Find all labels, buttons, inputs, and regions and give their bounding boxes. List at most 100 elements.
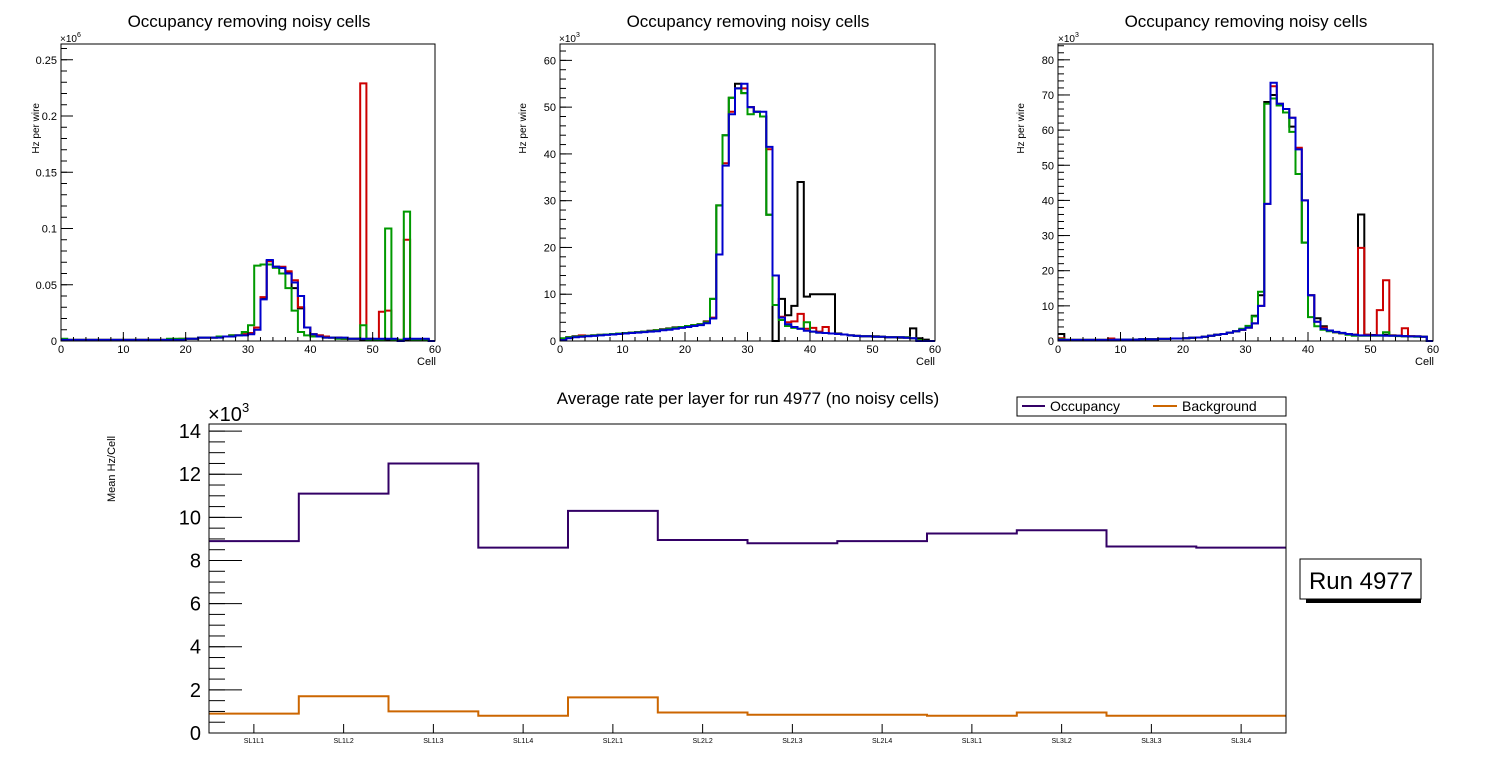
annotation-box xyxy=(1299,558,1422,600)
plot-frame xyxy=(208,423,1287,734)
y-tick-label: 10 xyxy=(544,289,556,301)
series-line-background xyxy=(209,695,1286,717)
x-tick-label: SL1L2 xyxy=(334,738,354,745)
x-tick-label: 10 xyxy=(1114,344,1126,356)
x-tick-label: SL1L1 xyxy=(244,738,264,745)
panel-title: Average rate per layer for run 4977 (no … xyxy=(557,389,939,408)
legend-label-occupancy: Occupancy xyxy=(1050,398,1120,414)
histogram-lines xyxy=(1058,81,1433,342)
y-tick-label: 0.15 xyxy=(36,167,57,179)
y-tick-label: 0 xyxy=(1048,336,1054,348)
y-tick-label: 0.2 xyxy=(42,111,57,123)
y-tick-label: 0.05 xyxy=(36,280,57,292)
y-tick-label: 20 xyxy=(544,242,556,254)
x-axis-label: Cell xyxy=(1415,356,1434,368)
x-axis-label: Cell xyxy=(916,356,935,368)
plot-frame xyxy=(60,43,436,342)
axes: 0 10 20 30 40 50 60 0 10 20 30 40 50 60 xyxy=(544,43,941,356)
y-tick-label: 0 xyxy=(190,723,201,745)
y-tick-label: 0 xyxy=(550,336,556,348)
x-tick-label: 50 xyxy=(367,344,379,356)
x-tick-label: 60 xyxy=(429,344,441,356)
series-line-green xyxy=(560,87,935,342)
y-tick-label: 14 xyxy=(179,421,201,443)
x-tick-label: SL2L4 xyxy=(872,738,892,745)
run-annotation: Run 4977 xyxy=(1299,558,1422,603)
histogram-lines xyxy=(61,82,435,342)
y-tick-label: 50 xyxy=(1042,160,1054,172)
annotation-shadow xyxy=(1306,599,1421,603)
y-tick-label: 60 xyxy=(544,55,556,67)
legend-box xyxy=(1016,396,1287,417)
legend-label-background: Background xyxy=(1182,398,1257,414)
y-tick-label: 40 xyxy=(1042,195,1054,207)
y-tick-label: 40 xyxy=(544,149,556,161)
y-tick-label: 60 xyxy=(1042,125,1054,137)
x-tick-label: 0 xyxy=(58,344,64,356)
y-axis-label: Hz per wire xyxy=(1016,103,1027,154)
x-tick-label: SL2L3 xyxy=(782,738,802,745)
y-axis-label: Hz per wire xyxy=(518,103,529,154)
x-tick-label: 60 xyxy=(929,344,941,356)
y-axis-label: Mean Hz/Cell xyxy=(106,436,118,502)
y-multiplier: ×103 xyxy=(559,32,580,45)
x-tick-label: 10 xyxy=(117,344,129,356)
y-tick-label: 12 xyxy=(179,464,201,486)
x-tick-label: SL3L3 xyxy=(1141,738,1161,745)
y-tick-label: 30 xyxy=(544,196,556,208)
y-tick-label: 8 xyxy=(190,550,201,572)
x-tick-label: 30 xyxy=(242,344,254,356)
series-line-black xyxy=(560,82,935,342)
y-tick-label: 50 xyxy=(544,102,556,114)
series-line-blue xyxy=(1058,81,1433,342)
x-tick-label: SL3L4 xyxy=(1231,738,1251,745)
series-line-red xyxy=(61,82,435,342)
x-tick-label: 10 xyxy=(616,344,628,356)
series-line-blue xyxy=(61,259,435,342)
x-tick-label: SL3L1 xyxy=(962,738,982,745)
x-tick-label: SL1L3 xyxy=(423,738,443,745)
y-tick-label: 0.25 xyxy=(36,55,57,67)
panel-occupancy-1: Occupancy removing noisy cells Hz per wi… xyxy=(31,12,441,368)
series-line-red xyxy=(1058,85,1433,342)
panel-average-rate: Average rate per layer for run 4977 (no … xyxy=(106,389,1422,745)
y-tick-label: 10 xyxy=(179,507,201,529)
panel-occupancy-3: Occupancy removing noisy cells Hz per wi… xyxy=(1016,12,1439,368)
histogram-lines xyxy=(209,462,1286,717)
axes: 0 2 4 6 8 10 12 14 SL1L1 SL1L2 SL1L3 SL1L4 SL2L1 SL2L… xyxy=(179,421,1287,745)
plot-frame xyxy=(1057,43,1434,342)
y-tick-label: 80 xyxy=(1042,55,1054,67)
y-tick-label: 6 xyxy=(190,594,201,616)
annotation-text: Run 4977 xyxy=(1309,568,1413,595)
x-tick-label: 20 xyxy=(679,344,691,356)
y-multiplier: ×103 xyxy=(208,400,249,426)
legend: Occupancy Background xyxy=(1016,396,1287,417)
x-tick-label: 30 xyxy=(741,344,753,356)
x-tick-label: 0 xyxy=(557,344,563,356)
y-tick-label: 4 xyxy=(190,637,201,659)
y-tick-label: 2 xyxy=(190,680,201,702)
x-tick-label: SL3L2 xyxy=(1052,738,1072,745)
y-tick-label: 30 xyxy=(1042,231,1054,243)
y-tick-label: 10 xyxy=(1042,301,1054,313)
x-tick-label: SL1L4 xyxy=(513,738,533,745)
x-tick-label: 60 xyxy=(1427,344,1439,356)
x-tick-label: 50 xyxy=(866,344,878,356)
x-tick-label: 50 xyxy=(1364,344,1376,356)
x-tick-label: SL2L2 xyxy=(693,738,713,745)
panel-title: Occupancy removing noisy cells xyxy=(128,12,371,31)
histogram-lines xyxy=(560,82,935,342)
x-tick-label: 40 xyxy=(1302,344,1314,356)
y-multiplier: ×103 xyxy=(1058,32,1079,45)
series-line-red xyxy=(560,87,935,342)
x-tick-label: 40 xyxy=(304,344,316,356)
series-line-black xyxy=(1058,94,1433,342)
series-line-occupancy xyxy=(209,462,1286,549)
x-tick-label: 30 xyxy=(1239,344,1251,356)
axes: 0 10 20 30 40 50 60 70 80 0 10 20 30 40 50 60 xyxy=(1042,43,1439,356)
series-line-green xyxy=(1058,97,1433,342)
x-tick-label: 20 xyxy=(180,344,192,356)
x-tick-label: SL2L1 xyxy=(603,738,623,745)
x-tick-label: 0 xyxy=(1055,344,1061,356)
